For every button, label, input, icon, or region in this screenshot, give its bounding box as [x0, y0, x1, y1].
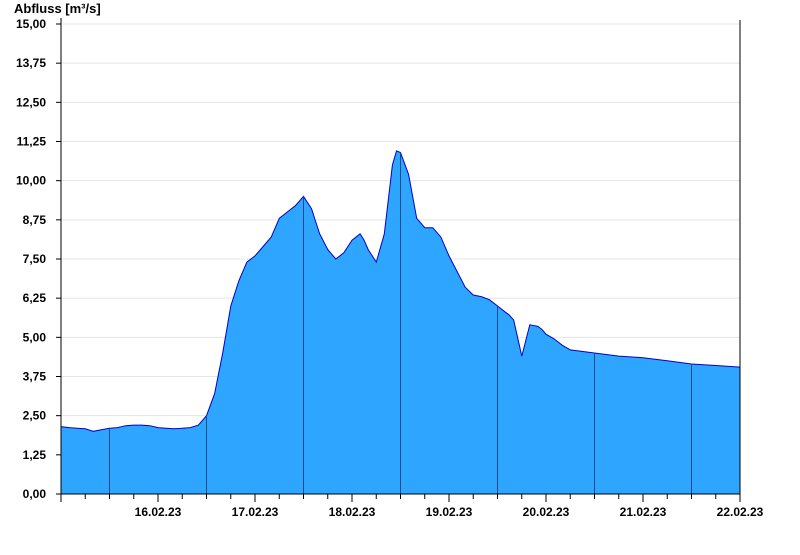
y-tick-label: 2,50: [23, 409, 47, 423]
y-tick-label: 0,00: [23, 487, 47, 501]
y-tick-label: 13,75: [16, 56, 46, 70]
y-tick-label: 15,00: [16, 17, 46, 31]
y-tick-label: 11,25: [17, 135, 47, 149]
y-tick-label: 12,50: [16, 95, 46, 109]
y-tick-label: 6,25: [23, 291, 47, 305]
series-line: [60, 150, 741, 432]
x-tick-label: 17.02.23: [232, 505, 279, 519]
x-tick-label: 22.02.23: [717, 505, 764, 519]
x-tick-label: 21.02.23: [620, 505, 667, 519]
x-tick-label: 20.02.23: [523, 505, 570, 519]
y-tick-label: 3,75: [23, 370, 47, 384]
y-tick-label: 1,25: [23, 448, 47, 462]
y-tick-label: 10,00: [16, 174, 46, 188]
x-tick-label: 18.02.23: [329, 505, 376, 519]
y-tick-label: 5,00: [23, 330, 47, 344]
y-tick-label: 8,75: [23, 213, 47, 227]
y-tick-label: 7,50: [23, 252, 47, 266]
x-tick-label: 19.02.23: [426, 505, 473, 519]
x-tick-label: 16.02.23: [135, 505, 182, 519]
y-axis-label: Abfluss [m³/s]: [14, 1, 101, 16]
